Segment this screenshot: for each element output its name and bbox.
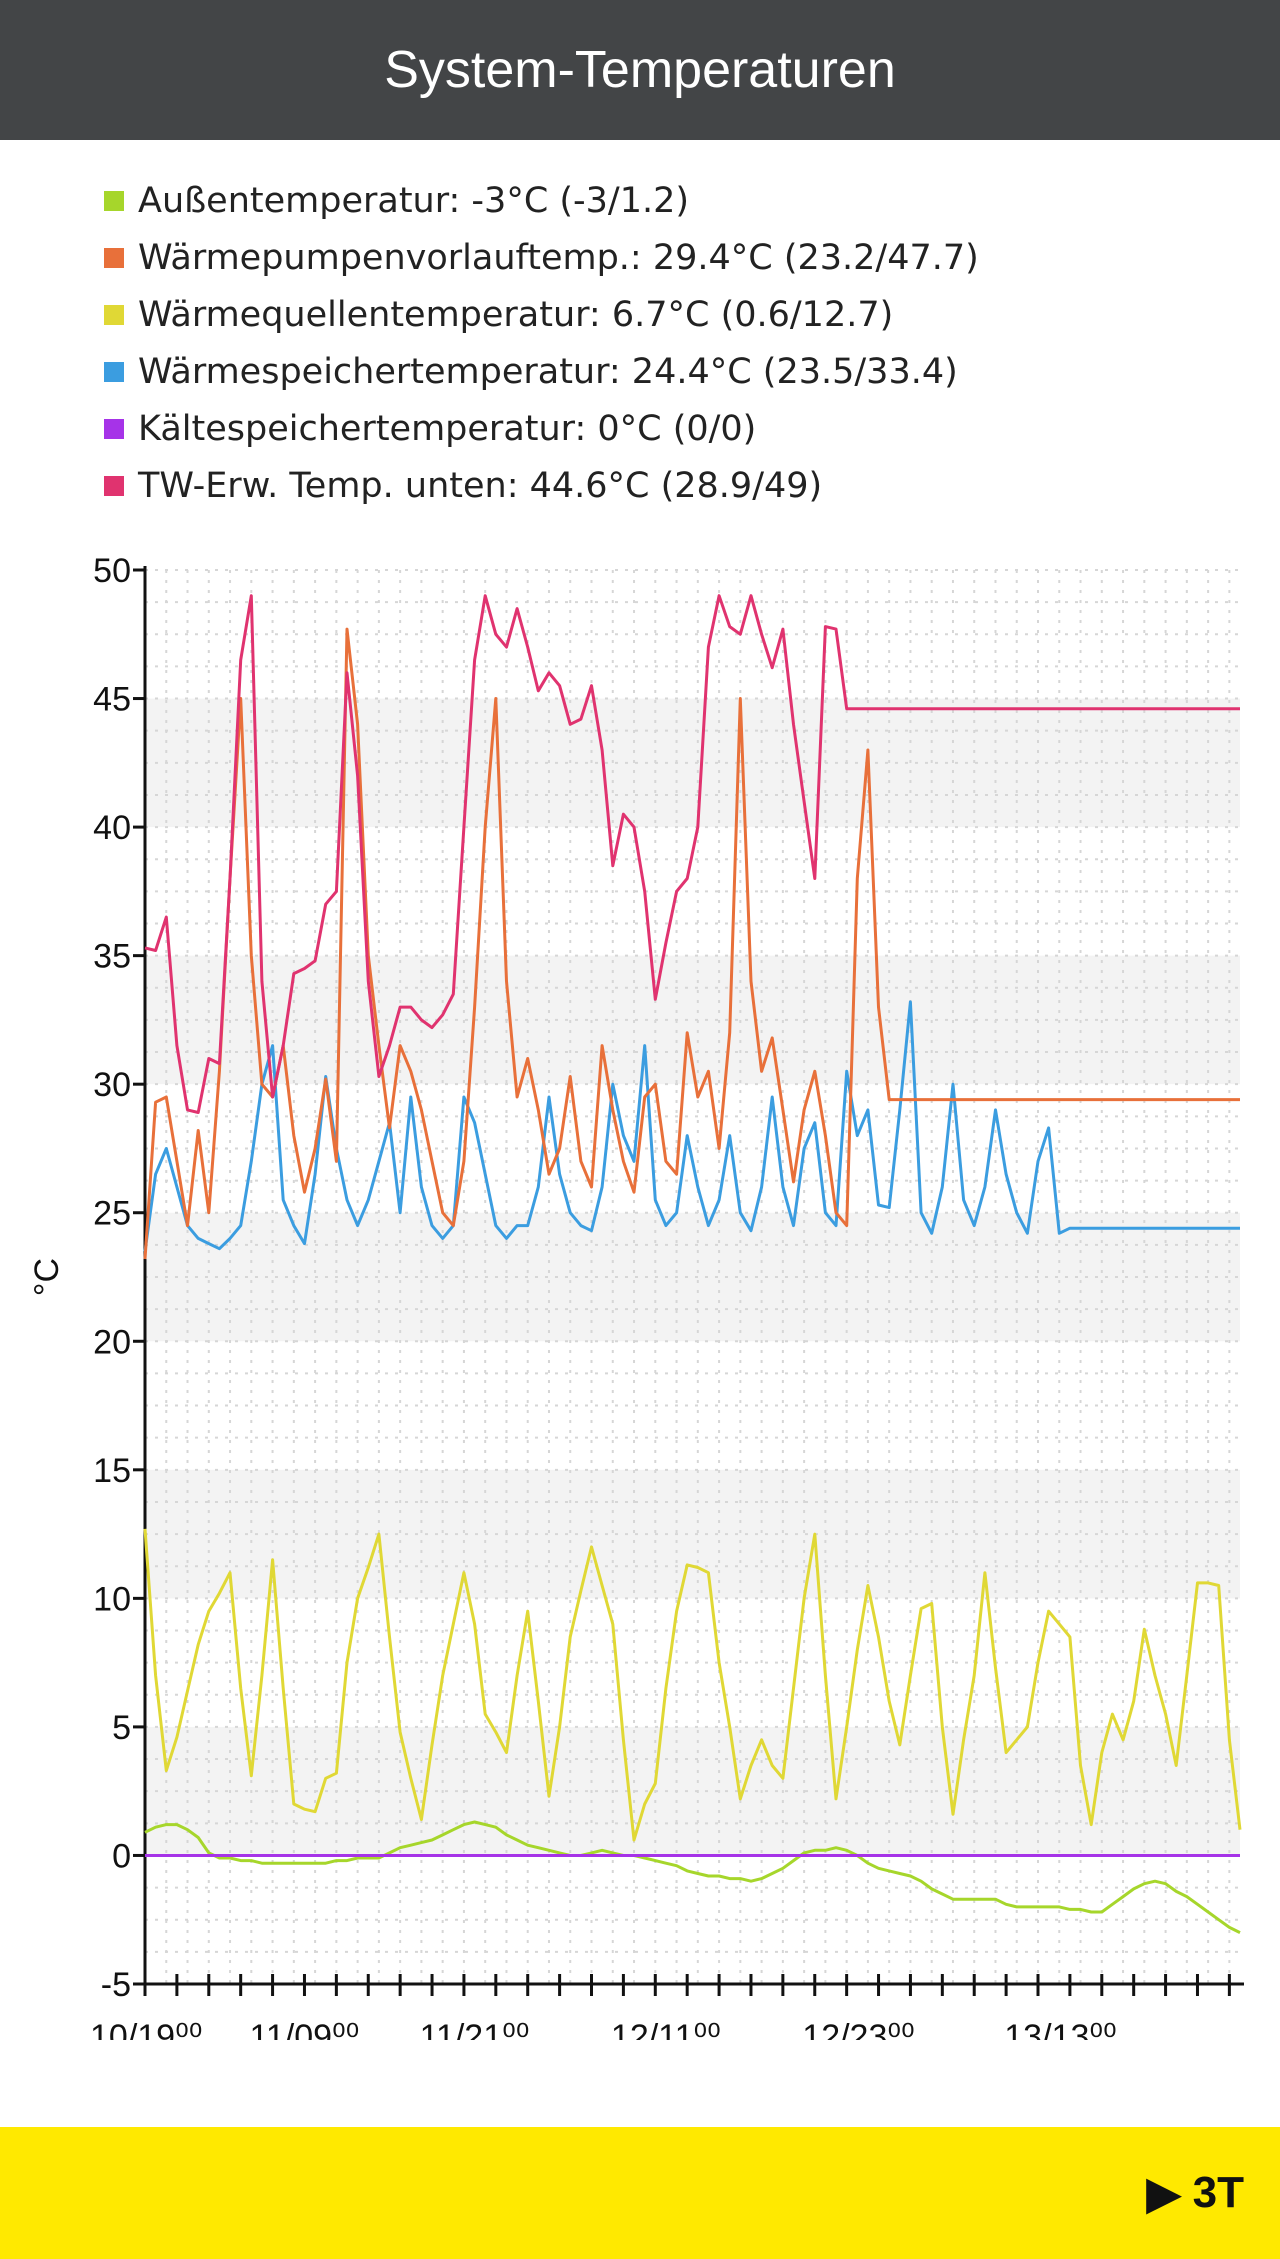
legend-label: Wärmespeichertemperatur: 24.4°C (23.5/33… xyxy=(138,351,958,392)
legend-swatch xyxy=(104,418,124,439)
legend-item-heatpump-flow: Wärmepumpenvorlauftemp.: 29.4°C (23.2/47… xyxy=(104,229,979,286)
y-tick-label: -5 xyxy=(101,1966,131,2004)
legend-label: Kältespeichertemperatur: 0°C (0/0) xyxy=(138,408,757,449)
y-tick-label: 25 xyxy=(93,1195,131,1233)
temperature-chart: -5 0 5 10 15 20 25 30 35 40 45 50 10/19⁰⁰ 11/09⁰⁰ 11/2… xyxy=(28,552,1244,2040)
chart-legend: Außentemperatur: -3°C (-3/1.2) Wärmepump… xyxy=(104,172,979,514)
series-line-tw-erw-temp-unten xyxy=(144,594,1240,1114)
y-axis-label: °C xyxy=(28,1258,66,1296)
x-tick-label: 13/13⁰⁰ xyxy=(1004,2018,1116,2040)
period-button[interactable]: ▶ 3T xyxy=(1147,2127,1244,2259)
series-line-außentemperatur xyxy=(144,1820,1241,1934)
y-tick-label: 10 xyxy=(93,1580,131,1618)
grid-lines xyxy=(144,569,1240,1985)
y-tick-label: 35 xyxy=(93,938,131,976)
y-tick-label: 0 xyxy=(112,1837,131,1875)
legend-label: Außentemperatur: -3°C (-3/1.2) xyxy=(138,180,690,221)
x-tick-label: 11/09⁰⁰ xyxy=(249,2018,359,2040)
y-tick-label: 40 xyxy=(93,809,131,847)
y-tick-label: 20 xyxy=(93,1323,131,1361)
page-title: System-Temperaturen xyxy=(384,41,896,99)
legend-label: Wärmequellentemperatur: 6.7°C (0.6/12.7) xyxy=(138,294,894,335)
legend-swatch xyxy=(104,247,124,268)
y-tick-label: 50 xyxy=(93,552,131,590)
x-tick-label: 11/21⁰⁰ xyxy=(420,2018,530,2040)
x-tick-label: 12/11⁰⁰ xyxy=(611,2018,721,2040)
legend-swatch xyxy=(104,304,124,325)
legend-label: Wärmepumpenvorlauftemp.: 29.4°C (23.2/47… xyxy=(138,237,979,278)
series-line-wärmequellentemperatur xyxy=(143,1528,1242,1842)
legend-swatch xyxy=(104,190,124,211)
y-tick-label: 30 xyxy=(93,1066,131,1104)
y-tick-label: 15 xyxy=(93,1452,131,1490)
app-header: System-Temperaturen xyxy=(0,0,1280,140)
legend-swatch xyxy=(104,361,124,382)
period-label: 3T xyxy=(1192,2168,1244,2217)
legend-item-cold-storage: Kältespeichertemperatur: 0°C (0/0) xyxy=(104,400,979,457)
play-triangle-icon: ▶ xyxy=(1146,2168,1181,2218)
legend-label: TW-Erw. Temp. unten: 44.6°C (28.9/49) xyxy=(138,465,823,506)
legend-swatch xyxy=(104,475,124,496)
y-tick-label: 45 xyxy=(93,681,131,719)
legend-item-outdoor: Außentemperatur: -3°C (-3/1.2) xyxy=(104,172,979,229)
legend-item-heat-source: Wärmequellentemperatur: 6.7°C (0.6/12.7) xyxy=(104,286,979,343)
series-line-wärmepumpenvorlauftemp xyxy=(143,627,1240,1260)
legend-item-heat-storage: Wärmespeichertemperatur: 24.4°C (23.5/33… xyxy=(104,343,979,400)
x-tick-label: 10/19⁰⁰ xyxy=(90,2018,202,2040)
legend-item-hot-water: TW-Erw. Temp. unten: 44.6°C (28.9/49) xyxy=(104,457,979,514)
x-tick-label: 12/23⁰⁰ xyxy=(802,2018,914,2040)
y-tick-label: 5 xyxy=(112,1709,131,1747)
footer-bar: ▶ 3T xyxy=(0,2127,1280,2259)
